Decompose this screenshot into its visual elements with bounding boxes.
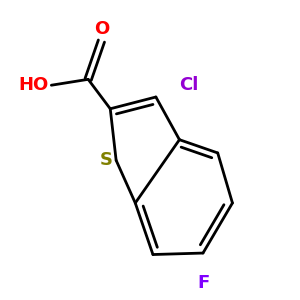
Text: Cl: Cl (179, 76, 199, 94)
Text: S: S (100, 151, 113, 169)
Text: F: F (197, 274, 209, 292)
Text: HO: HO (18, 76, 48, 94)
Text: O: O (94, 20, 109, 38)
